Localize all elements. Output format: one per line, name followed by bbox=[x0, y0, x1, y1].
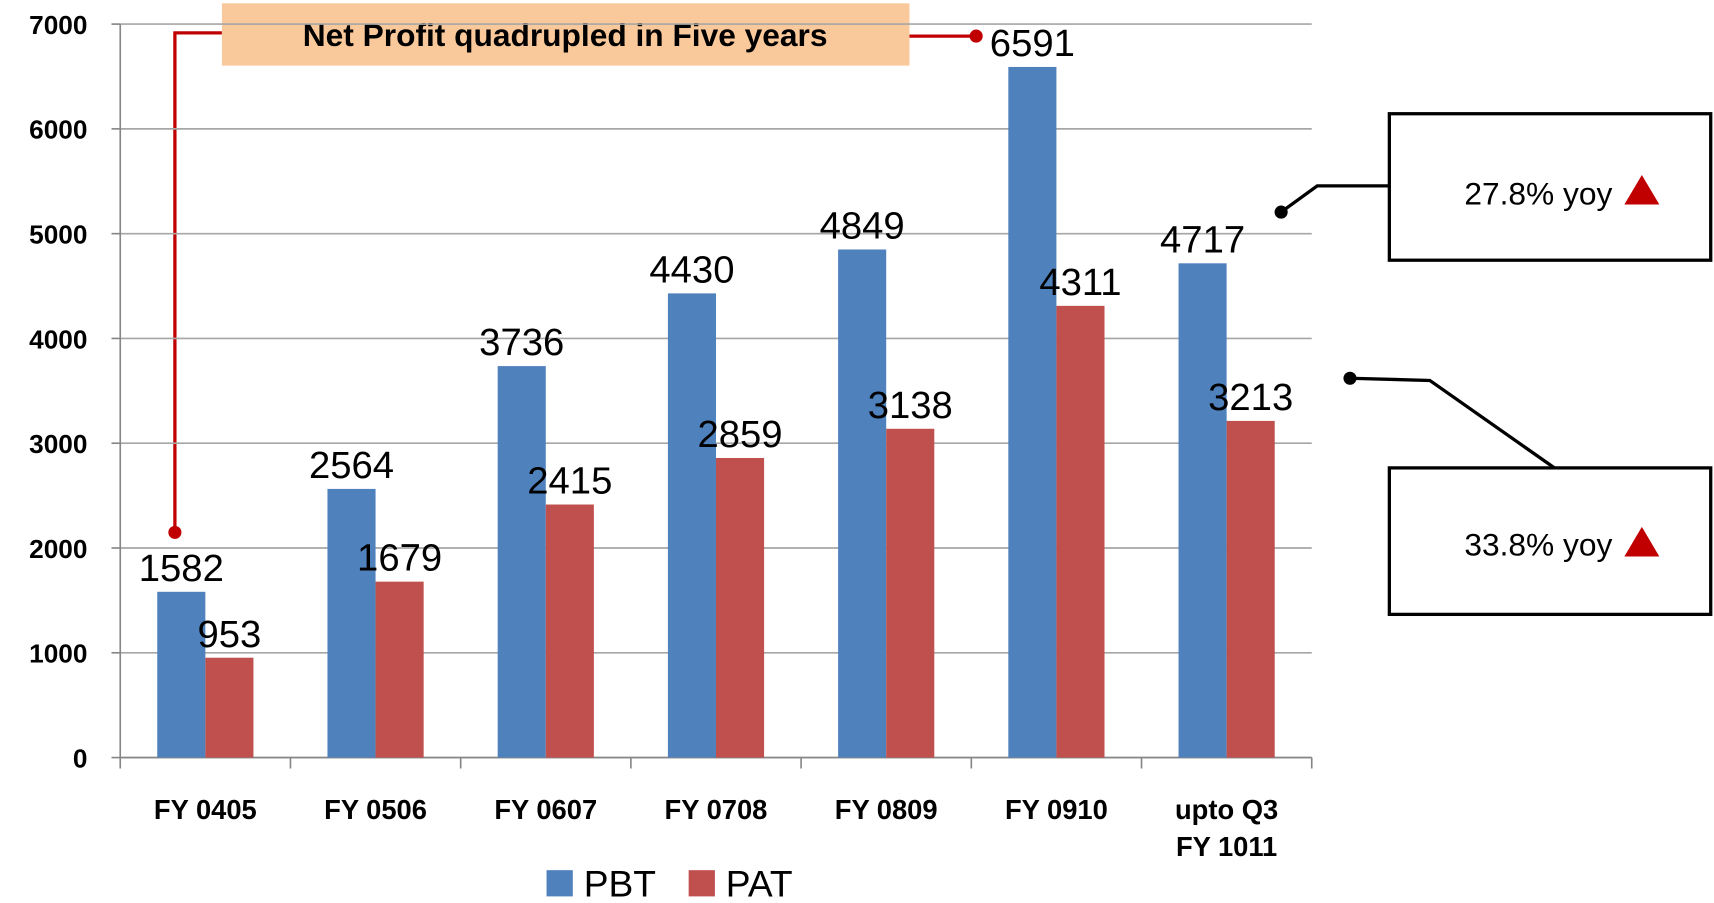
annotation-box bbox=[1387, 112, 1713, 262]
annotation: 33.8% yoy bbox=[1464, 526, 1612, 562]
legend-swatch bbox=[688, 870, 715, 897]
x-tick-label: FY 0910 bbox=[1004, 794, 1108, 826]
y-tick-label: 6000 bbox=[29, 115, 87, 145]
x-tick-label-box: upto Q3 FY 1011 bbox=[1174, 794, 1279, 863]
up-arrow bbox=[1624, 174, 1660, 205]
y-tick-label: 2000 bbox=[29, 534, 87, 564]
plot: 0 1000 2000 3000 4000 5000 6000 7000 1582 953 FY 0… bbox=[29, 10, 1313, 863]
annotation: 27.8% yoy bbox=[1464, 175, 1612, 211]
legend-swatch bbox=[546, 870, 573, 897]
x-tick-label: FY 0708 bbox=[664, 794, 768, 826]
callout-dot bbox=[969, 29, 983, 43]
x-tick-label: FY 0809 bbox=[834, 794, 938, 826]
annotation-box bbox=[1387, 466, 1713, 617]
bar bbox=[375, 581, 424, 758]
callout-dot bbox=[1343, 371, 1357, 385]
bar bbox=[205, 657, 254, 758]
bar bbox=[157, 591, 206, 758]
x-tick-label-box: FY 0506 bbox=[324, 794, 427, 826]
x-tick-label-box: FY 0910 bbox=[1004, 794, 1108, 826]
y-tick-label: 1000 bbox=[29, 639, 87, 669]
bar bbox=[1226, 420, 1275, 758]
bar bbox=[838, 249, 887, 758]
x-tick-label: FY 0506 bbox=[324, 794, 427, 826]
data-label: 3736 bbox=[479, 321, 564, 364]
data-label: 2564 bbox=[309, 444, 394, 487]
annotation-callouts: Net Profit quadrupled in Five years 27.8… bbox=[168, 3, 1713, 617]
data-label: 2415 bbox=[527, 460, 612, 503]
data-label: 4717 bbox=[1160, 218, 1245, 261]
x-tick-label-box: FY 0809 bbox=[834, 794, 938, 826]
legend: PBT PAT bbox=[546, 862, 793, 903]
data-label: 953 bbox=[197, 613, 261, 656]
data-label: 6591 bbox=[990, 22, 1075, 65]
callout-line bbox=[173, 31, 222, 533]
data-label: 3138 bbox=[868, 384, 953, 427]
x-tick-label-box: FY 0607 bbox=[494, 794, 598, 826]
bar bbox=[545, 504, 594, 758]
x-tick-label: upto Q3 FY 1011 bbox=[1174, 794, 1279, 863]
data-label: 3213 bbox=[1208, 376, 1293, 419]
y-tick-label: 3000 bbox=[29, 429, 87, 459]
bar bbox=[497, 366, 546, 758]
x-tick-label-box: FY 0405 bbox=[153, 794, 257, 826]
data-label: 4849 bbox=[820, 205, 905, 248]
data-label: 1582 bbox=[139, 547, 224, 590]
data-label: 4311 bbox=[1039, 261, 1121, 304]
bar bbox=[1008, 66, 1057, 758]
y-tick-label: 5000 bbox=[29, 219, 87, 249]
x-tick-label: FY 0405 bbox=[153, 794, 257, 826]
x-tick-label: FY 0607 bbox=[494, 794, 598, 826]
bar bbox=[1056, 305, 1105, 758]
x-tick-label-box: FY 0708 bbox=[664, 794, 768, 826]
callout-line bbox=[1349, 376, 1556, 470]
annotation-box bbox=[221, 3, 910, 66]
bar bbox=[886, 428, 935, 758]
data-label: 4430 bbox=[649, 248, 734, 291]
y-tick-label: 4000 bbox=[29, 324, 87, 354]
callout-dot bbox=[1274, 205, 1288, 219]
up-arrow bbox=[1624, 526, 1660, 557]
bar bbox=[667, 293, 716, 758]
bar bbox=[327, 488, 376, 758]
legend-label: PBT bbox=[584, 862, 656, 903]
y-tick-label: 0 bbox=[73, 743, 88, 773]
legend-label: PAT bbox=[726, 862, 793, 903]
bar bbox=[715, 457, 765, 758]
callout-dot bbox=[168, 525, 182, 539]
y-tick-label: 7000 bbox=[29, 10, 87, 40]
bar bbox=[1178, 263, 1227, 758]
data-label: 1679 bbox=[357, 537, 442, 580]
callout-line bbox=[1280, 184, 1390, 214]
data-label: 2859 bbox=[697, 413, 782, 456]
annotation: Net Profit quadrupled in Five years bbox=[303, 17, 828, 53]
